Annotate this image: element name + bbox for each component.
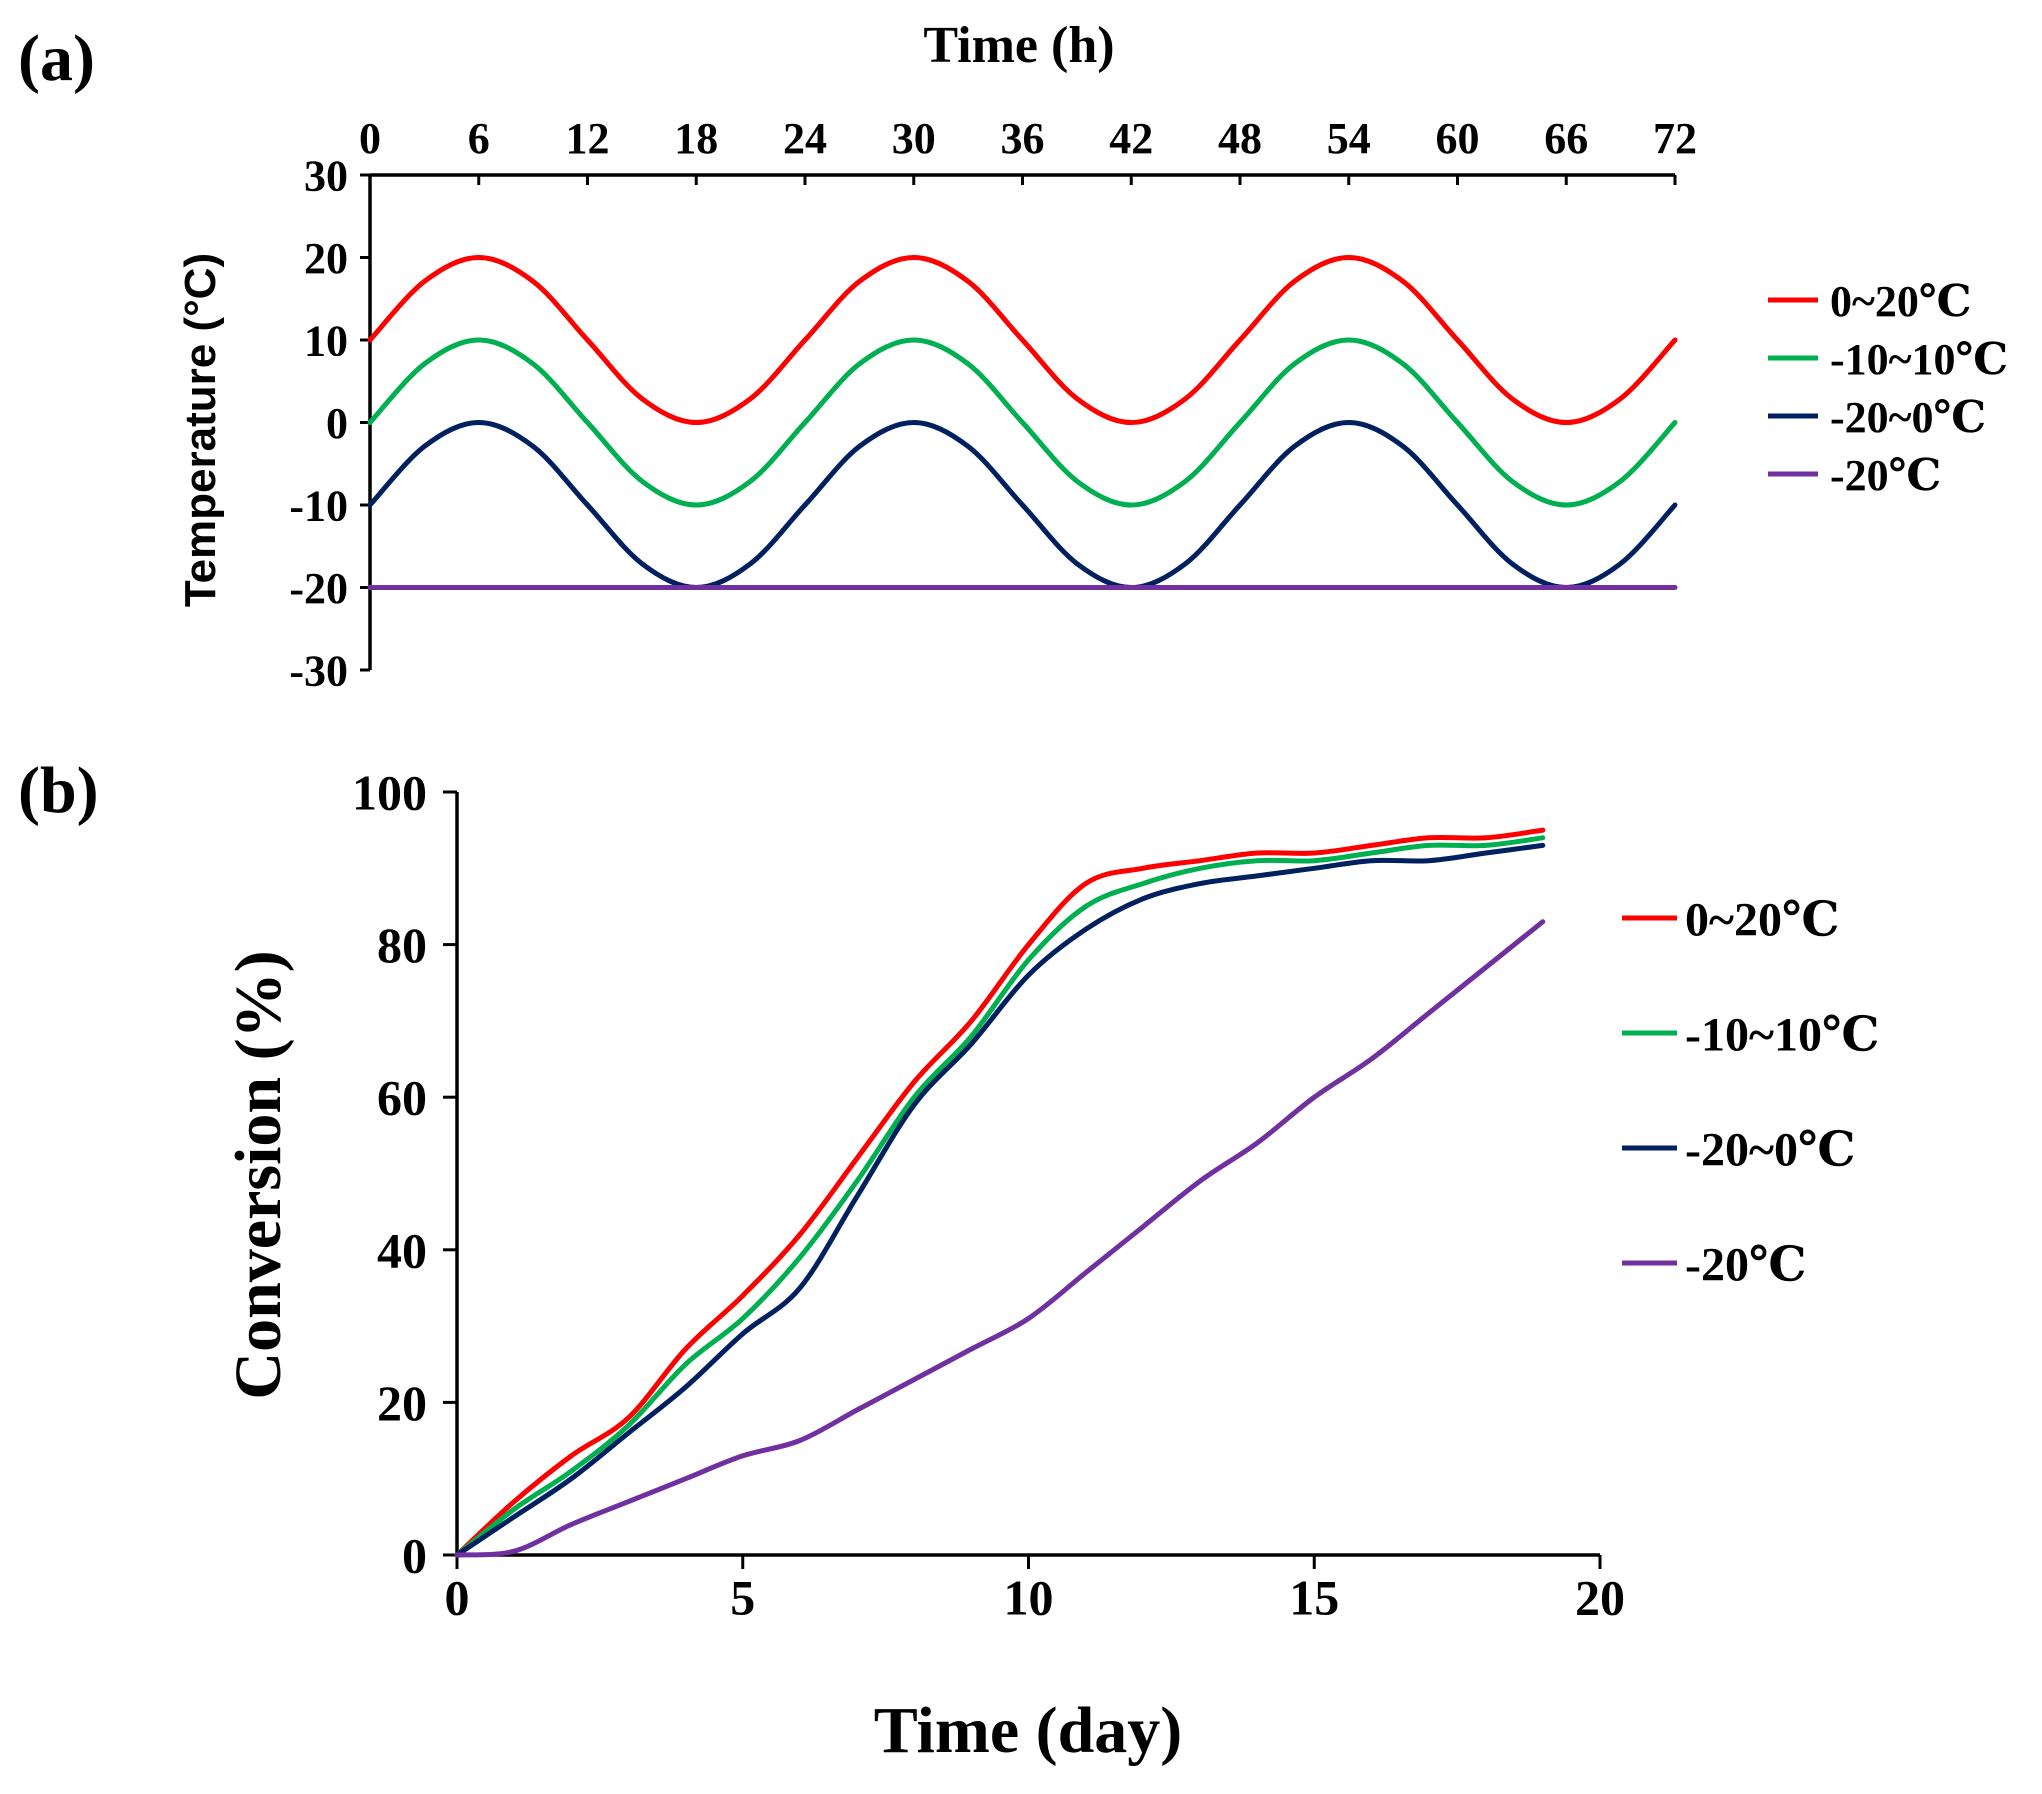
a-x-tick-label: 48	[1218, 114, 1262, 163]
a-series-line-1	[367, 337, 1678, 508]
panel-a-label: (a)	[18, 22, 95, 95]
b-x-tick-label: 10	[1004, 1570, 1054, 1626]
panel-b-label: (b)	[18, 754, 99, 827]
b-x-tick-label: 20	[1575, 1570, 1625, 1626]
panel-a-y-axis-title: Temperature (°C)	[176, 253, 225, 607]
a-x-tick-label: 42	[1109, 114, 1153, 163]
b-series-line-1	[454, 835, 1546, 1558]
panel-a-legend: 0~20℃ -10~10℃ -20~0℃ -20℃	[1768, 277, 2008, 500]
a-x-tick-label: 30	[892, 114, 936, 163]
panel-a-y-ticks: 30 20 10 0 -10 -20 -30	[289, 151, 370, 695]
a-x-tick-label: 66	[1544, 114, 1588, 163]
b-x-tick-label: 5	[730, 1570, 755, 1626]
a-y-tick-label: 0	[326, 399, 348, 448]
a-y-tick-label: -20	[289, 564, 348, 613]
panel-a-x-axis-title: Time (h)	[923, 17, 1114, 74]
a-legend-label-0: 0~20℃	[1830, 277, 1972, 326]
b-legend-label-2: -20~0℃	[1685, 1123, 1855, 1176]
a-y-tick-label: 20	[304, 234, 348, 283]
b-series-line-3	[454, 919, 1546, 1558]
b-legend-label-1: -10~10℃	[1685, 1008, 1879, 1061]
b-y-tick-label: 20	[377, 1375, 427, 1431]
b-legend-label-0: 0~20℃	[1685, 893, 1839, 946]
panel-a-x-ticks: 0 6 12 18 24 30 36 42 48 54 60 66 72	[359, 114, 1697, 185]
a-legend-label-3: -20℃	[1830, 451, 1941, 500]
a-y-tick-label: 10	[304, 316, 348, 365]
panel-b-y-axis-title: Conversion (%)	[222, 950, 295, 1399]
a-y-tick-label: -30	[289, 646, 348, 695]
b-y-tick-label: 0	[402, 1528, 427, 1584]
a-x-tick-label: 12	[566, 114, 610, 163]
panel-b-y-ticks: 0 20 40 60 80 100	[352, 765, 457, 1584]
a-series-line-0	[367, 255, 1678, 425]
a-x-tick-label: 54	[1327, 114, 1371, 163]
panel-a-temperature-chart: (a) Time (h) Temperature (°C) 30 20 10 0 -10…	[18, 17, 2008, 695]
a-series-line-2	[367, 420, 1678, 590]
a-y-tick-label: 30	[304, 151, 348, 200]
b-x-tick-label: 15	[1289, 1570, 1339, 1626]
a-y-tick-label: -10	[289, 481, 348, 530]
b-y-tick-label: 60	[377, 1070, 427, 1126]
panel-a-series	[367, 255, 1678, 590]
b-y-tick-label: 100	[352, 765, 427, 821]
panel-b-x-axis-title: Time (day)	[874, 1694, 1183, 1767]
a-x-tick-label: 36	[1001, 114, 1045, 163]
a-legend-label-2: -20~0℃	[1830, 393, 1986, 442]
a-x-tick-label: 24	[783, 114, 827, 163]
a-x-tick-label: 6	[468, 114, 490, 163]
a-x-tick-label: 18	[674, 114, 718, 163]
panel-b-conversion-chart: (b) Time (day) Conversion (%) 0 20 40 60 80 1…	[18, 754, 1879, 1767]
b-y-tick-label: 80	[377, 917, 427, 973]
a-x-tick-label: 0	[359, 114, 381, 163]
b-legend-label-3: -20℃	[1685, 1238, 1807, 1291]
a-x-tick-label: 72	[1653, 114, 1697, 163]
b-series-line-2	[454, 842, 1546, 1558]
b-x-tick-label: 0	[445, 1570, 470, 1626]
a-legend-label-1: -10~10℃	[1830, 335, 2008, 384]
panel-b-x-ticks: 0 5 10 15 20	[445, 1555, 1625, 1626]
b-y-tick-label: 40	[377, 1222, 427, 1278]
b-series-line-0	[454, 827, 1546, 1558]
panel-b-series	[454, 827, 1546, 1558]
panel-b-legend: 0~20℃ -10~10℃ -20~0℃ -20℃	[1622, 893, 1879, 1291]
a-x-tick-label: 60	[1436, 114, 1480, 163]
